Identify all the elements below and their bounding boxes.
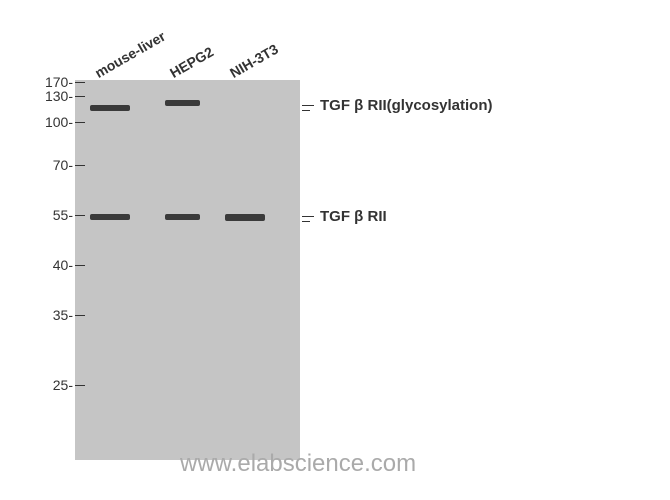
lane-label-mouse-liver: mouse-liver bbox=[92, 28, 168, 81]
watermark-text: www.elabscience.com bbox=[180, 450, 416, 478]
band-annotation: TGF β RII(glycosylation) bbox=[320, 97, 493, 114]
mw-tick-100 bbox=[75, 122, 85, 123]
mw-label-130: 130- bbox=[45, 88, 73, 104]
blot-membrane bbox=[75, 80, 300, 460]
band-tick bbox=[302, 105, 314, 106]
mw-label-70: 70- bbox=[53, 157, 73, 173]
band-annotation: TGF β RII bbox=[320, 208, 387, 225]
mw-tick-130 bbox=[75, 96, 85, 97]
lane-label-nih-3t3: NIH-3T3 bbox=[227, 41, 281, 81]
protein-band bbox=[165, 100, 200, 106]
mw-tick-170 bbox=[75, 82, 85, 83]
protein-band bbox=[225, 214, 265, 221]
mw-tick-25 bbox=[75, 385, 85, 386]
protein-band bbox=[90, 214, 130, 220]
protein-band bbox=[165, 214, 200, 220]
mw-label-100: 100- bbox=[45, 114, 73, 130]
lane-label-hepg2: HEPG2 bbox=[167, 43, 216, 81]
mw-tick-55 bbox=[75, 215, 85, 216]
mw-tick-70 bbox=[75, 165, 85, 166]
mw-tick-35 bbox=[75, 315, 85, 316]
mw-label-25: 25- bbox=[53, 377, 73, 393]
mw-tick-40 bbox=[75, 265, 85, 266]
band-tick bbox=[302, 221, 310, 222]
band-tick bbox=[302, 110, 310, 111]
mw-label-55: 55- bbox=[53, 207, 73, 223]
mw-label-35: 35- bbox=[53, 307, 73, 323]
protein-band bbox=[90, 105, 130, 111]
mw-label-40: 40- bbox=[53, 257, 73, 273]
band-tick bbox=[302, 216, 314, 217]
